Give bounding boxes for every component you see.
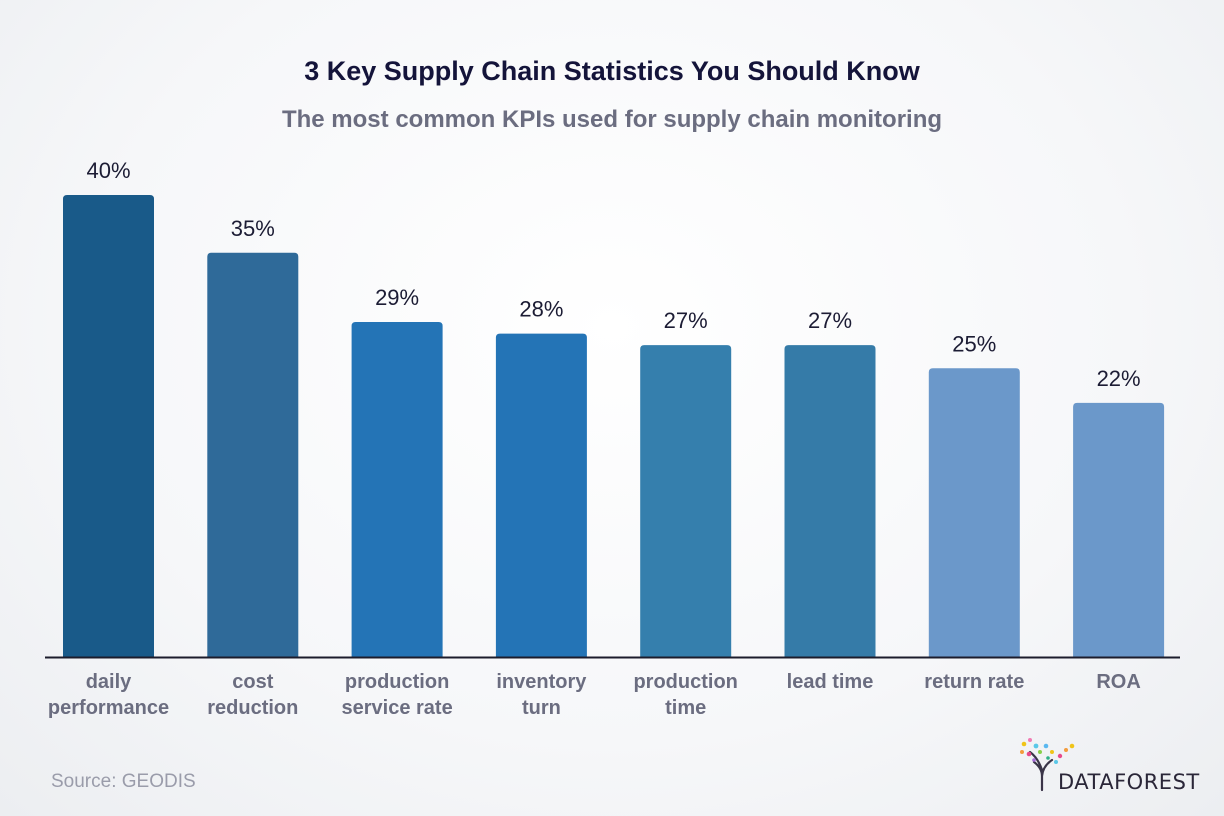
bar-0 — [63, 195, 154, 657]
category-label-line: return rate — [924, 671, 1024, 693]
bar-1 — [207, 252, 299, 657]
value-label-4: 27% — [664, 308, 708, 333]
chart-title: 3 Key Supply Chain Statistics You Should… — [304, 56, 920, 86]
value-label-3: 28% — [519, 297, 563, 322]
category-label-line: ROA — [1096, 671, 1140, 693]
category-label-3: inventory turn — [496, 671, 587, 719]
category-label-5: lead time — [787, 671, 874, 693]
category-label-line: production — [345, 671, 449, 693]
category-label-0: daily performance — [48, 671, 169, 719]
bar-7 — [1073, 402, 1165, 657]
category-label-line: daily — [86, 671, 132, 693]
category-label-line: inventory — [496, 671, 587, 693]
category-label-4: production time — [633, 671, 737, 719]
category-label-line: lead time — [787, 671, 874, 693]
category-label-7: ROA — [1096, 671, 1140, 693]
bar-4 — [640, 345, 732, 657]
category-label-line: service rate — [341, 697, 452, 719]
category-label-line: time — [665, 697, 706, 719]
value-label-0: 40% — [86, 158, 130, 183]
category-label-line: production — [633, 671, 737, 693]
value-label-5: 27% — [808, 308, 852, 333]
category-label-2: production service rate — [341, 671, 452, 719]
category-label-6: return rate — [924, 671, 1024, 693]
source-note: Source: GEODIS — [51, 771, 196, 792]
value-label-1: 35% — [231, 216, 275, 241]
bar-3 — [495, 333, 587, 657]
logo-text: DATAFOREST — [1058, 770, 1200, 794]
category-label-line: reduction — [207, 697, 298, 719]
chart-subtitle: The most common KPIs used for supply cha… — [281, 106, 943, 133]
category-label-line: turn — [522, 697, 561, 719]
bar-6 — [928, 368, 1020, 657]
category-label-1: cost reduction — [207, 671, 298, 719]
category-label-line: cost — [232, 671, 273, 693]
bar-2 — [351, 322, 443, 657]
category-label-line: performance — [48, 697, 169, 719]
bar-5 — [784, 345, 876, 657]
value-label-2: 29% — [375, 285, 419, 310]
value-label-6: 25% — [952, 331, 996, 356]
bar-chart: 40% daily performance 35% cost reduction 29% pr… — [45, 158, 1180, 719]
tree-logo-icon — [1020, 738, 1075, 792]
dataforest-logo: DATAFOREST — [1016, 736, 1199, 796]
value-label-7: 22% — [1097, 366, 1141, 391]
